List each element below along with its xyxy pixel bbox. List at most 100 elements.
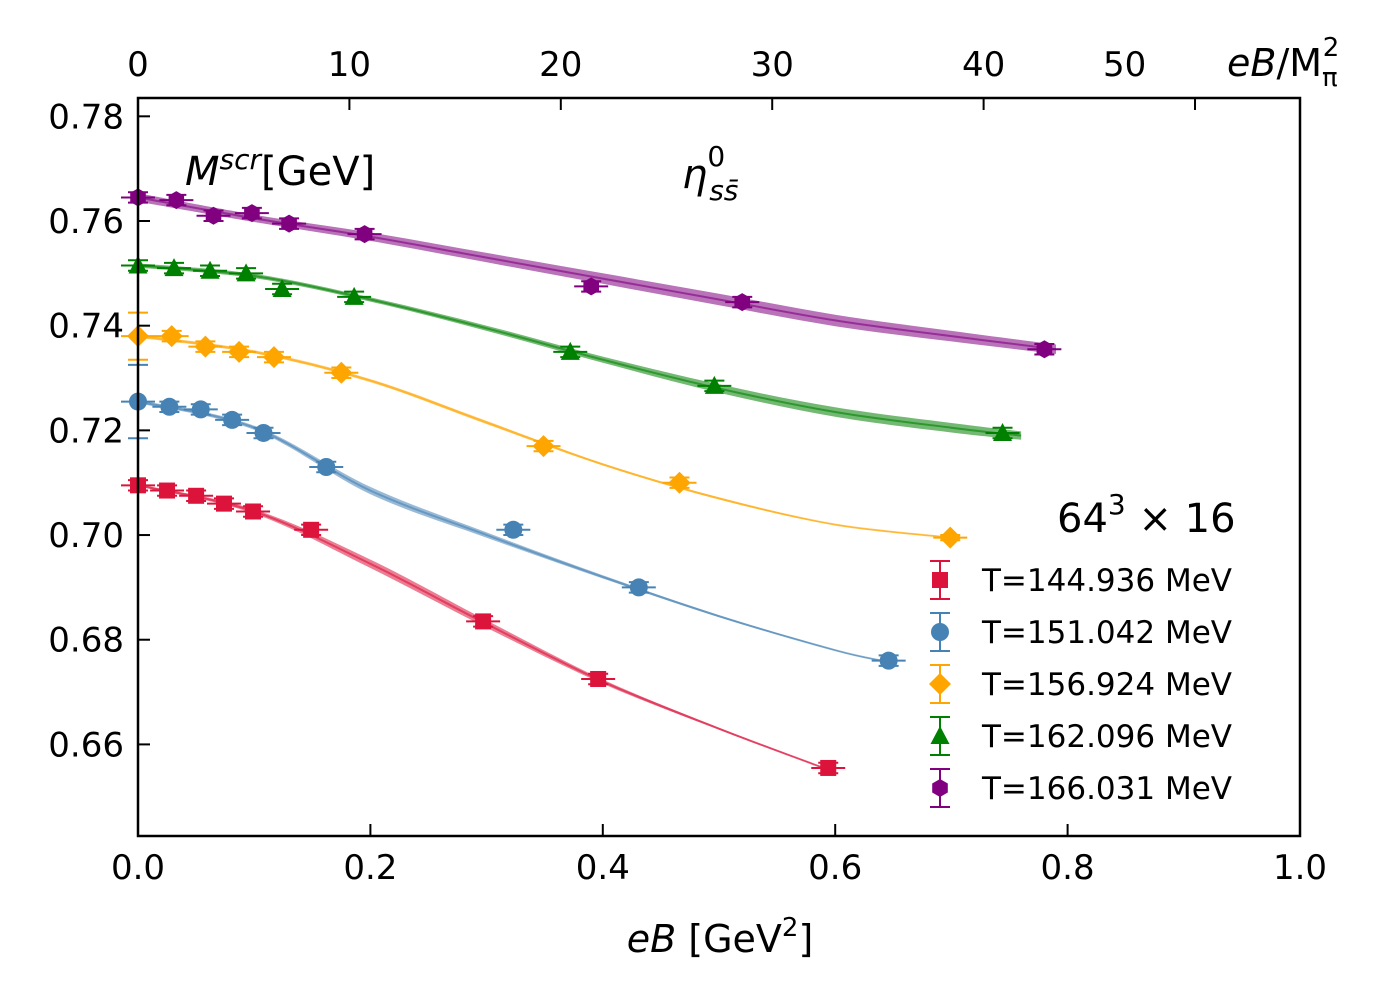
x-tick-label: 0.4	[576, 848, 630, 888]
legend-label: T=162.096 MeV	[981, 719, 1232, 755]
top-x-axis-title: eB/Mπ2	[1227, 33, 1339, 93]
y-tick-label: 0.72	[48, 411, 124, 451]
legend-triangle-marker	[930, 726, 950, 744]
x-tick-label: 1.0	[1273, 848, 1327, 888]
data-point	[621, 578, 656, 597]
data-point	[526, 435, 561, 458]
y-tick-label: 0.76	[48, 202, 124, 242]
y-tick-label: 0.66	[48, 725, 124, 765]
x-axis-title: eB [GeV2]	[627, 913, 814, 961]
fit-band-4	[138, 193, 1056, 354]
diamond-marker	[194, 335, 217, 358]
data-point	[196, 206, 231, 225]
data-point	[697, 375, 732, 394]
data-point	[154, 325, 189, 348]
diamond-marker	[532, 435, 555, 458]
mscr-unit: [GeV]	[261, 149, 375, 195]
legend: T=144.936 MeV T=151.042 MeV T=156.924 MeV T…	[929, 560, 1232, 808]
data-point	[1027, 340, 1062, 359]
lattice-rest: × 16	[1126, 496, 1236, 542]
triangle-marker	[272, 279, 292, 298]
mscr-annotation: Mscr[GeV]	[185, 143, 375, 195]
data-point	[466, 613, 501, 630]
circle-marker	[191, 400, 210, 419]
y-tick-label: 0.78	[48, 97, 124, 137]
channel-annotation: η0 ss̄	[682, 140, 739, 207]
square-marker	[820, 759, 837, 776]
legend-item: T=162.096 MeV	[930, 716, 1232, 756]
triangle-marker	[993, 422, 1013, 441]
data-point	[581, 670, 616, 687]
square-marker	[475, 613, 492, 630]
hexagon-marker	[281, 214, 297, 233]
data-point	[574, 277, 609, 296]
data-point	[159, 191, 194, 210]
x-axis-title-rest: [GeV	[676, 917, 782, 961]
legend-square-marker	[932, 572, 948, 588]
data-point	[347, 225, 382, 244]
triangle-marker	[200, 260, 220, 279]
x-tick-label: 0.0	[111, 848, 165, 888]
legend-label: T=151.042 MeV	[981, 615, 1232, 651]
top-x-tick-label: 20	[539, 45, 582, 85]
diamond-marker	[330, 361, 353, 384]
x-axis-title-close: ]	[798, 917, 813, 961]
hexagon-marker	[356, 225, 373, 244]
legend-hexagon-marker	[932, 779, 948, 797]
hexagon-marker	[244, 204, 260, 223]
mscr-base: M	[185, 149, 220, 195]
data-point	[725, 293, 760, 312]
data-point	[222, 340, 257, 363]
x-axis-title-sup: 2	[782, 913, 799, 943]
triangle-marker	[704, 375, 724, 394]
square-marker	[590, 670, 607, 687]
x-tick-label: 0.6	[808, 848, 862, 888]
data-point	[229, 263, 264, 282]
circle-marker	[223, 410, 242, 429]
data-point	[496, 520, 531, 539]
plot-frame	[136, 96, 1302, 838]
hexagon-marker	[205, 206, 222, 225]
square-marker	[245, 503, 262, 520]
channel-base: η	[682, 152, 707, 198]
legend-circle-marker	[931, 623, 949, 641]
legend-item: T=166.031 MeV	[930, 768, 1232, 808]
lattice-sup: 3	[1108, 488, 1126, 521]
square-marker	[303, 521, 320, 538]
hexagon-marker	[1036, 340, 1053, 359]
triangle-marker	[164, 258, 184, 277]
y-tick-label: 0.70	[48, 516, 124, 556]
data-point	[236, 503, 271, 520]
top-x-tick-label: 50	[1103, 45, 1146, 85]
data-point	[272, 214, 307, 233]
top-x-axis-title-italic: eB	[1227, 41, 1276, 85]
hexagon-marker	[734, 293, 750, 312]
data-point	[215, 410, 250, 429]
triangle-marker	[560, 341, 580, 360]
channel-sub: ss̄	[709, 174, 739, 207]
top-x-axis-title-sup: 2	[1323, 33, 1340, 63]
data-point	[309, 458, 344, 476]
data-points	[121, 188, 1062, 776]
diamond-marker	[939, 526, 962, 549]
triangle-marker	[344, 286, 364, 305]
data-point	[337, 286, 372, 305]
diamond-marker	[228, 340, 251, 363]
square-marker	[215, 495, 232, 512]
legend-label: T=156.924 MeV	[981, 667, 1232, 703]
lattice-annotation: 643 × 16	[1057, 488, 1236, 542]
circle-marker	[317, 458, 336, 476]
y-tick-label: 0.68	[48, 621, 124, 661]
data-point	[294, 521, 329, 538]
data-point	[811, 759, 846, 776]
fit-curve-3	[137, 264, 1022, 437]
top-x-tick-label: 0	[127, 45, 149, 85]
data-point	[157, 258, 192, 277]
y-tick-label: 0.74	[48, 307, 124, 347]
circle-marker	[160, 397, 179, 416]
legend-item: T=156.924 MeV	[929, 664, 1232, 704]
diamond-marker	[160, 325, 183, 348]
channel-sup: 0	[707, 140, 725, 173]
legend-diamond-marker	[929, 673, 951, 695]
